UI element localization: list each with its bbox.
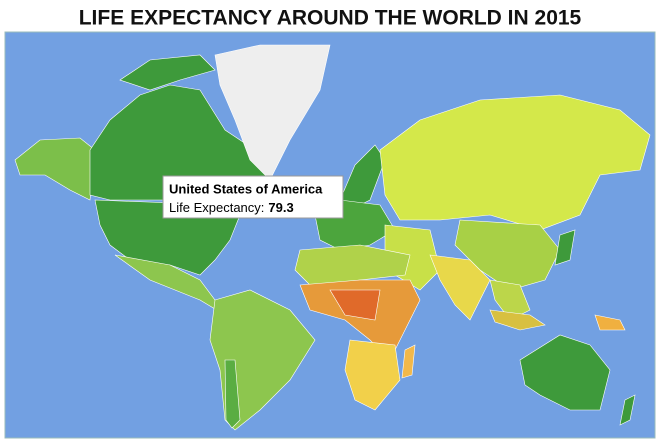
map-title: LIFE EXPECTANCY AROUND THE WORLD IN 2015 xyxy=(79,7,582,30)
tooltip-box xyxy=(162,175,344,219)
alaska xyxy=(14,137,96,201)
greenland xyxy=(214,44,331,181)
tooltip-line: Life Expectancy: 79.3 xyxy=(169,200,294,215)
north-africa[interactable] xyxy=(294,244,411,286)
tooltip-label: Life Expectancy: xyxy=(169,200,264,215)
tooltip-country: United States of America xyxy=(169,181,323,196)
japan[interactable] xyxy=(554,229,576,266)
indonesia[interactable] xyxy=(489,309,546,331)
tooltip-value: 79.3 xyxy=(268,200,293,215)
madagascar[interactable] xyxy=(401,344,416,379)
southern-africa[interactable] xyxy=(344,339,401,411)
new-zealand[interactable] xyxy=(619,394,636,426)
map[interactable] xyxy=(4,31,656,439)
papua[interactable] xyxy=(594,314,626,331)
china[interactable] xyxy=(454,219,561,291)
russia[interactable] xyxy=(379,94,651,231)
arctic-islands xyxy=(119,54,216,91)
india[interactable] xyxy=(429,254,491,321)
central-africa[interactable] xyxy=(329,289,381,321)
australia[interactable] xyxy=(519,334,611,411)
tooltip: United States of America Life Expectancy… xyxy=(162,175,344,219)
chile[interactable] xyxy=(224,359,241,429)
